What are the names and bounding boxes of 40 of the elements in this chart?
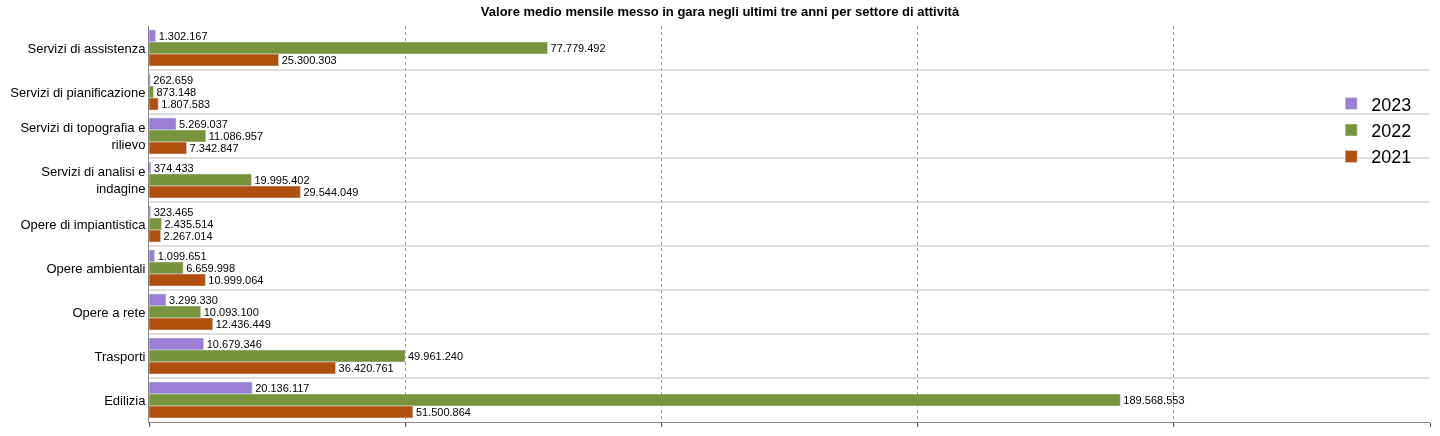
data-label: 51.500.864 — [415, 406, 471, 419]
data-label: 1.302.167 — [158, 29, 208, 42]
y-tick-label: Servizi di pianificazione — [10, 84, 146, 100]
data-label: 7.342.847 — [189, 142, 239, 155]
data-label: 323.465 — [153, 205, 194, 218]
data-label: 11.086.957 — [208, 130, 264, 142]
legend-label: 2022 — [1371, 121, 1412, 142]
y-tick-label: Opere ambientali — [46, 260, 146, 276]
y-tick-label: Servizi di analisi e indagine — [41, 164, 146, 196]
data-label: 189.568.553 — [1123, 394, 1185, 406]
data-label: 12.436.449 — [215, 318, 271, 331]
data-label: 1.099.651 — [157, 249, 207, 262]
chart-title: Valore medio mensile messo in gara negli ultimi tre anni per settore di attività — [480, 3, 960, 19]
data-label: 36.420.761 — [338, 362, 394, 375]
data-label: 3.299.330 — [168, 293, 218, 306]
data-label: 25.300.303 — [281, 54, 337, 67]
data-label: 2.435.514 — [164, 218, 214, 230]
data-label: 10.093.100 — [203, 306, 259, 318]
y-tick-label: Servizi di assistenza — [27, 40, 147, 56]
data-label: 49.961.240 — [408, 350, 464, 362]
data-label: 1.807.583 — [161, 98, 211, 111]
y-tick-label: Edilizia — [104, 392, 147, 408]
data-label: 20.136.117 — [255, 381, 310, 394]
data-label: 77.779.492 — [550, 42, 606, 54]
data-label: 19.995.402 — [254, 174, 310, 186]
legend-label: 2021 — [1371, 147, 1412, 168]
y-tick-label: Servizi di topografia e rilievo — [20, 120, 146, 152]
data-label: 873.148 — [156, 86, 197, 98]
data-label: 374.433 — [153, 161, 194, 174]
data-label: 10.999.064 — [208, 274, 264, 287]
data-label: 10.679.346 — [206, 337, 262, 350]
y-tick-label: Opere a rete — [72, 304, 146, 320]
data-label: 262.659 — [153, 73, 194, 86]
y-tick-label: Opere di impiantistica — [20, 216, 147, 232]
data-label: 2.267.014 — [163, 230, 213, 243]
legend-label: 2023 — [1371, 94, 1412, 115]
data-label: 29.544.049 — [303, 186, 359, 199]
y-tick-label: Trasporti — [94, 348, 146, 364]
data-label: 6.659.998 — [186, 262, 236, 274]
data-label: 5.269.037 — [179, 117, 228, 130]
